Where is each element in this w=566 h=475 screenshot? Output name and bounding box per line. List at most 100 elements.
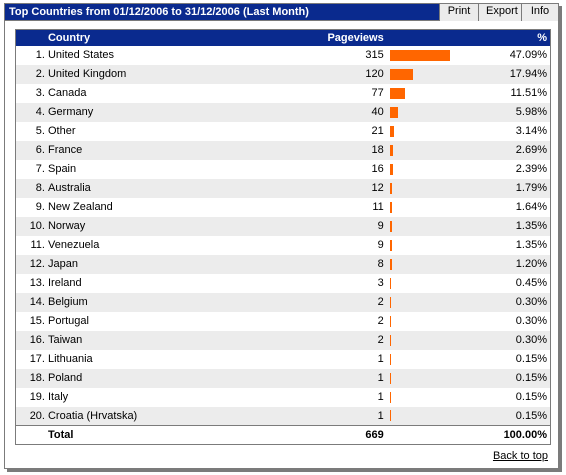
row-country: Canada xyxy=(47,87,87,99)
pageviews-bar xyxy=(389,87,405,99)
table-row: 13. Ireland 3 0.45% xyxy=(15,273,551,293)
total-bar-cell xyxy=(386,425,486,445)
table-row: 4. Germany 40 5.98% xyxy=(15,102,551,122)
row-rank: 1. xyxy=(35,49,45,61)
country-column-header[interactable]: Country xyxy=(47,31,91,44)
pageviews-bar xyxy=(389,277,391,289)
countries-table: Country Pageviews % 1. United States 315 47… xyxy=(15,29,551,445)
print-button[interactable]: Print xyxy=(439,4,478,21)
row-country: Australia xyxy=(47,182,91,194)
row-rank: 3. xyxy=(35,87,45,99)
total-pageviews: 669 xyxy=(324,425,387,445)
row-percent: 1.35% xyxy=(515,239,547,251)
row-percent: 17.94% xyxy=(509,68,547,80)
percent-column-header[interactable]: % xyxy=(537,31,547,44)
row-percent: 0.15% xyxy=(515,391,547,403)
row-percent: 2.69% xyxy=(515,144,547,156)
row-percent: 1.64% xyxy=(515,201,547,213)
row-bar-cell xyxy=(387,274,485,293)
row-percent: 1.79% xyxy=(515,182,547,194)
row-percent: 0.30% xyxy=(515,315,547,327)
pageviews-bar xyxy=(389,334,391,346)
panel-title: Top Countries from 01/12/2006 to 31/12/2… xyxy=(9,6,309,18)
row-rank: 18. xyxy=(29,372,45,384)
row-percent: 5.98% xyxy=(515,106,547,118)
row-country: Portugal xyxy=(47,315,89,327)
row-pageviews: 9 xyxy=(377,239,384,251)
row-country: Japan xyxy=(47,258,78,270)
row-pageviews: 1 xyxy=(377,372,384,384)
panel-toolbar: Print Export Info xyxy=(439,4,558,21)
row-rank: 19. xyxy=(29,391,45,403)
pageviews-bar xyxy=(389,258,392,270)
pageviews-bar xyxy=(389,220,392,232)
export-button[interactable]: Export xyxy=(478,4,521,21)
table-row: 5. Other 21 3.14% xyxy=(15,121,551,141)
pageviews-column-header[interactable]: Pageviews xyxy=(327,31,384,44)
row-rank: 10. xyxy=(29,220,45,232)
row-country: Norway xyxy=(47,220,86,232)
row-country: France xyxy=(47,144,83,156)
row-country: Poland xyxy=(47,372,83,384)
row-pageviews: 11 xyxy=(372,201,384,213)
row-bar-cell xyxy=(387,217,485,236)
row-country: Ireland xyxy=(47,277,82,289)
row-bar-cell xyxy=(387,236,485,255)
pageviews-bar xyxy=(389,201,392,213)
row-country: Lithuania xyxy=(47,353,93,365)
row-pageviews: 315 xyxy=(365,49,384,61)
info-button[interactable]: Info xyxy=(521,4,558,21)
row-rank: 7. xyxy=(35,163,45,175)
pageviews-bar xyxy=(389,182,392,194)
table-row: 8. Australia 12 1.79% xyxy=(15,178,551,198)
row-percent: 2.39% xyxy=(515,163,547,175)
row-rank: 15. xyxy=(29,315,45,327)
row-rank: 16. xyxy=(29,334,45,346)
table-body: 1. United States 315 47.09% 2. United Kingdom… xyxy=(15,45,551,426)
table-row: 16. Taiwan 2 0.30% xyxy=(15,330,551,350)
row-pageviews: 120 xyxy=(365,68,384,80)
row-rank: 20. xyxy=(29,409,45,422)
row-country: Belgium xyxy=(47,296,88,308)
total-rank-cell xyxy=(15,425,45,445)
row-percent: 0.30% xyxy=(515,296,547,308)
table-row: 17. Lithuania 1 0.15% xyxy=(15,349,551,369)
row-percent: 0.30% xyxy=(515,334,547,346)
row-country: Germany xyxy=(47,106,94,118)
row-pageviews: 1 xyxy=(377,409,384,422)
row-pageviews: 1 xyxy=(377,391,384,403)
total-percent: 100.00% xyxy=(485,425,551,445)
row-rank: 2. xyxy=(35,68,45,80)
table-row: 2. United Kingdom 120 17.94% xyxy=(15,64,551,84)
pageviews-bar xyxy=(389,315,391,327)
table-row: 6. France 18 2.69% xyxy=(15,140,551,160)
row-pageviews: 16 xyxy=(371,163,384,175)
row-bar-cell xyxy=(387,369,485,388)
pageviews-bar xyxy=(389,144,393,156)
pageviews-bar xyxy=(389,239,392,251)
row-bar-cell xyxy=(387,141,485,160)
row-percent: 0.15% xyxy=(515,409,547,422)
table-row: 19. Italy 1 0.15% xyxy=(15,387,551,407)
top-countries-panel: Top Countries from 01/12/2006 to 31/12/2… xyxy=(4,3,559,469)
table-header-row: Country Pageviews % xyxy=(15,29,551,46)
row-pageviews: 3 xyxy=(377,277,384,289)
row-rank: 14. xyxy=(29,296,45,308)
pageviews-bar xyxy=(389,353,391,365)
pageviews-bar xyxy=(389,372,391,384)
row-bar-cell xyxy=(387,255,485,274)
row-bar-cell xyxy=(387,407,485,426)
row-bar-cell xyxy=(387,84,485,103)
row-rank: 4. xyxy=(35,106,45,118)
table-row: 3. Canada 77 11.51% xyxy=(15,83,551,103)
table-row: 18. Poland 1 0.15% xyxy=(15,368,551,388)
row-percent: 0.15% xyxy=(515,353,547,365)
row-percent: 0.15% xyxy=(515,372,547,384)
back-to-top-link[interactable]: Back to top xyxy=(492,450,548,462)
row-pageviews: 8 xyxy=(377,258,384,270)
row-bar-cell xyxy=(387,103,485,122)
row-pageviews: 9 xyxy=(377,220,384,232)
row-percent: 0.45% xyxy=(515,277,547,289)
row-rank: 5. xyxy=(35,125,45,137)
row-pageviews: 40 xyxy=(371,106,384,118)
